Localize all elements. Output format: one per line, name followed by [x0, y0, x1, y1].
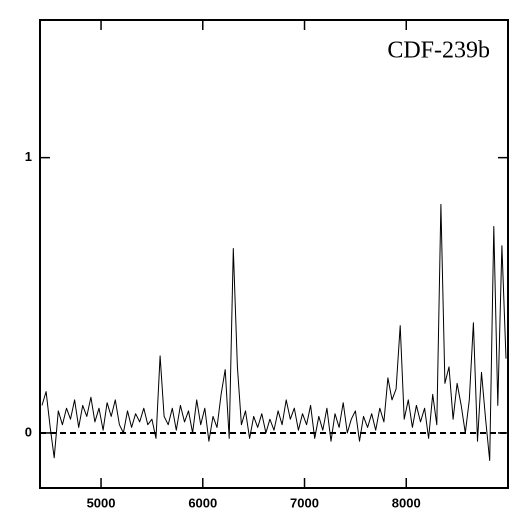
x-tick-label: 5000 — [87, 495, 116, 510]
x-tick-label: 8000 — [392, 495, 421, 510]
plot-frame — [39, 19, 509, 489]
y-tick-label: 0 — [25, 424, 32, 439]
spectrum-line — [41, 203, 507, 461]
y-tick-label: 1 — [25, 149, 32, 164]
x-tick-label: 7000 — [290, 495, 319, 510]
x-tick-label: 6000 — [188, 495, 217, 510]
annotation: CDF-239b — [387, 38, 490, 64]
